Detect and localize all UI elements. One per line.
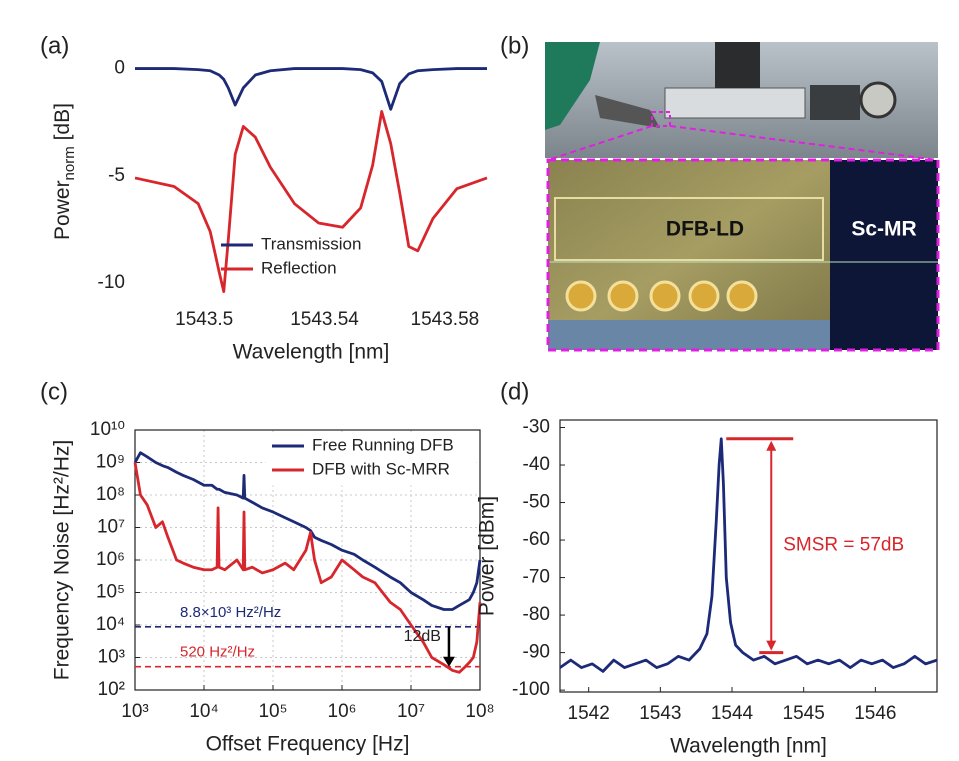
legend-label: Free Running DFB — [312, 435, 454, 454]
panel-label: (b) — [500, 32, 529, 59]
series-line — [134, 110, 488, 293]
zoom-line — [669, 125, 939, 161]
legend-label: DFB with Sc-MRR — [312, 459, 450, 478]
x-tick-label: 10³ — [121, 701, 148, 722]
y-tick-label: -5 — [108, 165, 125, 186]
panel-label: (a) — [40, 32, 69, 59]
series-line — [133, 451, 482, 611]
photo-label: Sc-MR — [851, 218, 916, 241]
x-tick-label: 1543.5 — [175, 309, 233, 330]
x-axis-label: Wavelength [nm] — [233, 341, 390, 364]
y-tick-label: -90 — [523, 642, 550, 663]
y-tick-label: 0 — [114, 58, 125, 79]
x-tick-label: 10⁴ — [189, 701, 218, 722]
x-tick-label: 1546 — [854, 703, 896, 724]
zoom-box — [651, 111, 671, 127]
x-tick-label: 1542 — [568, 703, 610, 724]
reference-label: 520 Hz²/Hz — [180, 644, 255, 661]
y-tick-label: 10⁴ — [96, 614, 125, 635]
chart: (d) 1542 1543 1544 1545 1546 -100 -90 -80 -70 -60 -… — [476, 378, 938, 758]
series-line — [559, 437, 938, 673]
x-tick-label: 1543 — [639, 703, 681, 724]
photo-holder — [595, 95, 660, 128]
y-tick-label: -50 — [523, 492, 550, 513]
x-tick-label: 10⁷ — [397, 701, 425, 722]
bond-pad — [607, 280, 639, 312]
photo-label: DFB-LD — [666, 218, 744, 241]
y-tick-label: 10⁵ — [96, 582, 125, 603]
photo-mount — [545, 42, 600, 130]
y-axis-label-sub: norm — [61, 146, 78, 180]
photo-block — [715, 42, 760, 88]
chart: (c)10³ 10⁴ 10⁵ 10⁶ 10⁷ 10⁸10²10³10⁴10⁵10⁶10⁷1… — [40, 378, 495, 755]
bond-pad — [565, 280, 597, 312]
x-tick-label: 1543.54 — [290, 309, 359, 330]
x-tick-label: 1544 — [711, 703, 754, 724]
y-tick-label: 10¹⁰ — [90, 419, 125, 440]
resonator-region — [830, 160, 938, 350]
arrow-head — [766, 640, 777, 651]
x-tick-label: 10⁶ — [328, 701, 357, 722]
x-tick-label: 1545 — [783, 703, 825, 724]
plot-frame — [559, 419, 938, 693]
y-tick-label: 10² — [98, 679, 125, 700]
arrow-head — [766, 440, 777, 451]
y-tick-label: -70 — [523, 567, 550, 588]
legend-label: Reflection — [261, 258, 337, 277]
x-tick-label: 10⁸ — [465, 701, 494, 722]
smsr-label: SMSR = 57dB — [783, 535, 904, 556]
y-tick-label: 10⁹ — [96, 452, 125, 473]
legend-box — [265, 432, 477, 486]
y-axis-label-main: Power — [51, 180, 74, 240]
photo: DFB-LD Sc-MR (b) — [500, 32, 940, 352]
y-axis-label: Frequency Noise [Hz²/Hz] — [51, 440, 74, 680]
photo-plate — [664, 87, 806, 119]
y-tick-label: -60 — [523, 529, 550, 550]
x-tick-label: 10⁵ — [258, 701, 287, 722]
bond-pad — [726, 280, 758, 312]
series-line — [133, 462, 482, 674]
arrow-head — [442, 656, 455, 667]
y-tick-label: 10⁷ — [97, 517, 125, 538]
x-axis-label: Offset Frequency [Hz] — [206, 733, 410, 756]
y-tick-label: 10³ — [98, 647, 125, 668]
y-tick-label: -40 — [523, 454, 550, 475]
photo-clamp — [810, 85, 860, 120]
reference-label: 8.8×10³ Hz²/Hz — [180, 604, 281, 621]
y-tick-label: 10⁸ — [96, 484, 125, 505]
chip-region — [548, 160, 830, 350]
y-axis-label: Powernorm [dB] — [51, 103, 78, 240]
bond-pad — [688, 280, 720, 312]
bond-pad — [649, 280, 681, 312]
y-tick-label: -80 — [523, 604, 550, 625]
chip-pad-outline — [554, 197, 824, 261]
y-tick-label: -30 — [523, 417, 550, 438]
y-axis-label-unit: [dB] — [51, 103, 74, 140]
y-axis-label: Power [dBm] — [476, 496, 499, 616]
chip-edge — [548, 320, 830, 350]
photo-screw — [859, 81, 897, 119]
chart: (a) 1543.5 1543.54 1543.58 -10 -5 0 Wavelength … — [40, 32, 488, 364]
panel-label: (d) — [500, 378, 529, 405]
panel-label: (c) — [40, 378, 68, 405]
y-tick-label: -100 — [512, 679, 550, 700]
series-line — [135, 67, 487, 111]
inset-border — [546, 158, 940, 352]
zoom-line — [547, 125, 653, 161]
x-axis-label: Wavelength [nm] — [670, 735, 827, 758]
legend-label: Transmission — [261, 234, 361, 253]
y-tick-label: -10 — [98, 272, 125, 293]
y-tick-label: 10⁶ — [96, 549, 125, 570]
x-tick-label: 1543.58 — [411, 309, 480, 330]
improvement-label: 12dB — [404, 628, 441, 645]
